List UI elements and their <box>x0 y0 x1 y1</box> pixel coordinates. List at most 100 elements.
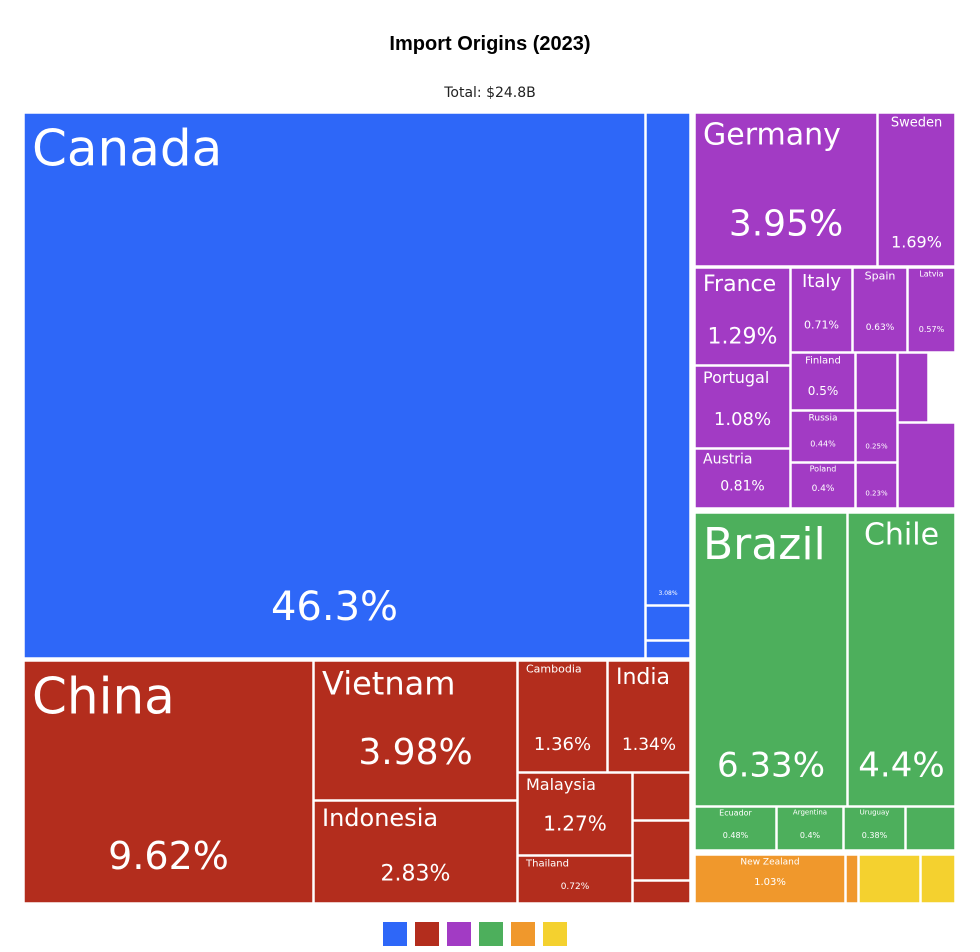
legend-icon[interactable] <box>383 922 407 946</box>
cell-value: 1.03% <box>754 877 786 888</box>
legend-icon[interactable] <box>479 922 503 946</box>
cell-value: 0.4% <box>812 484 835 494</box>
treemap-cell <box>905 806 956 851</box>
treemap-cell <box>694 512 848 807</box>
treemap-cell <box>847 512 956 807</box>
cell-label: Ecuador <box>719 808 752 817</box>
treemap-cell <box>790 410 856 463</box>
cell-label: Russia <box>809 413 838 423</box>
cell-label: Canada <box>32 120 222 178</box>
cell-label: Poland <box>810 464 837 473</box>
cell-label: Latvia <box>919 269 943 278</box>
treemap-cell <box>517 660 608 773</box>
cell-value: 0.38% <box>862 831 888 840</box>
treemap-cell <box>845 854 859 904</box>
cell-value: 6.33% <box>717 746 825 786</box>
legend <box>383 922 567 946</box>
treemap-cell <box>897 422 956 509</box>
cell-value: 0.4% <box>800 831 821 840</box>
cell-value: 2.83% <box>381 862 451 887</box>
treemap-cell <box>645 605 691 641</box>
cell-value: 3.08% <box>658 590 677 597</box>
treemap-cell <box>877 112 956 267</box>
chart-subtitle: Total: $24.8B <box>443 85 536 101</box>
cell-value: 0.23% <box>865 489 888 497</box>
cell-label: France <box>703 272 776 297</box>
cell-value: 3.95% <box>729 203 843 244</box>
cell-value: 0.44% <box>810 440 836 449</box>
cell-value: 0.5% <box>808 384 839 398</box>
treemap-cell <box>790 462 856 509</box>
treemap-cell <box>694 267 791 366</box>
cell-value: 0.71% <box>804 318 839 331</box>
treemap-cell <box>855 462 898 509</box>
cell-label: New Zealand <box>740 857 799 867</box>
treemap-cell <box>313 800 518 904</box>
cell-value: 1.29% <box>708 325 778 350</box>
treemap-cell <box>632 820 691 881</box>
legend-icon[interactable] <box>511 922 535 946</box>
treemap-cell <box>694 854 846 904</box>
cell-value: 9.62% <box>108 834 229 878</box>
cell-value: 0.81% <box>720 478 764 494</box>
cell-value: 1.08% <box>714 409 771 430</box>
cell-value: 1.36% <box>534 734 591 755</box>
cell-label: Brazil <box>703 519 826 570</box>
cell-label: Argentina <box>793 808 827 816</box>
treemap-cell <box>632 772 691 821</box>
cell-label: Spain <box>865 270 896 283</box>
treemap-cell <box>517 855 633 904</box>
cell-label: Chile <box>864 518 939 553</box>
treemap-cell <box>843 806 906 851</box>
cell-value: 4.4% <box>858 746 944 786</box>
cell-label: Vietnam <box>322 665 455 703</box>
cell-value: 1.69% <box>891 233 942 252</box>
cell-label: Cambodia <box>526 663 582 676</box>
cell-label: China <box>32 668 175 726</box>
treemap-cell <box>694 448 791 509</box>
legend-icon[interactable] <box>447 922 471 946</box>
treemap-cell <box>517 772 633 856</box>
cell-value: 46.3% <box>271 584 398 630</box>
cell-label: Italy <box>802 271 841 292</box>
cell-value: 0.72% <box>561 882 590 892</box>
cell-label: India <box>616 665 670 690</box>
treemap-cell <box>632 880 691 904</box>
cell-label: Germany <box>703 118 841 153</box>
cell-label: Austria <box>703 452 752 468</box>
cell-label: Thailand <box>525 859 569 870</box>
treemap-cell <box>858 854 921 904</box>
cell-label: Portugal <box>703 368 769 387</box>
cell-label: Uruguay <box>860 808 890 816</box>
treemap-cell <box>694 365 791 449</box>
legend-icon[interactable] <box>415 922 439 946</box>
chart-title: Import Origins (2023) <box>389 33 590 55</box>
treemap-cell <box>23 112 646 659</box>
treemap-cell <box>645 640 691 659</box>
treemap-cell <box>897 352 929 423</box>
treemap-cell <box>790 352 856 411</box>
treemap-cell <box>855 410 898 463</box>
cell-value: 1.34% <box>622 735 676 755</box>
treemap-cell <box>607 660 691 773</box>
treemap-cell <box>907 267 956 353</box>
treemap-cell <box>694 112 878 267</box>
treemap-cell <box>852 267 908 353</box>
treemap-cell <box>855 352 898 411</box>
legend-icon[interactable] <box>543 922 567 946</box>
cell-label: Malaysia <box>526 775 596 794</box>
cell-value: 0.57% <box>919 325 945 334</box>
cell-label: Sweden <box>891 116 942 131</box>
cell-label: Finland <box>805 356 841 367</box>
treemap-cell <box>776 806 844 851</box>
cell-value: 0.25% <box>865 443 888 451</box>
cell-value: 1.27% <box>543 811 607 835</box>
treemap-cell <box>645 112 691 606</box>
treemap-cell <box>790 267 853 353</box>
cell-value: 3.98% <box>358 732 472 773</box>
treemap-cell <box>23 660 314 904</box>
treemap-cell <box>920 854 956 904</box>
cell-label: Indonesia <box>322 804 438 832</box>
treemap-cell <box>694 806 777 851</box>
